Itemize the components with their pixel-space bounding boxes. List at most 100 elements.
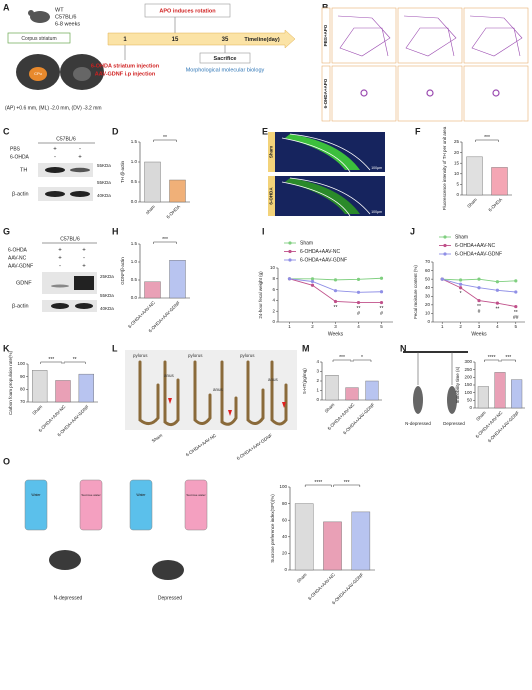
significance: **	[73, 357, 77, 363]
mouse	[413, 386, 423, 414]
y-tick-label: 20	[425, 302, 431, 307]
y-tick-label: 2	[316, 378, 319, 383]
significance-bracket	[40, 361, 63, 364]
panel-letter: G	[3, 226, 10, 236]
label: WT	[55, 7, 64, 13]
label: -	[79, 147, 81, 153]
y-tick-label: 60	[425, 268, 431, 273]
x-tick-label: 1	[441, 324, 444, 329]
mouse-head	[28, 10, 34, 16]
arrow	[168, 398, 172, 404]
bottle	[129, 479, 153, 531]
label: 55KDa	[97, 180, 111, 185]
point	[440, 277, 444, 281]
x-tick-label: 2	[459, 324, 462, 329]
label: anus	[213, 387, 224, 392]
legend-marker	[288, 249, 292, 254]
row-tag	[268, 132, 275, 172]
point	[495, 280, 499, 284]
y-tick-label: 30	[425, 293, 431, 298]
track	[469, 15, 523, 57]
x-tick-label: 6-OHDA	[165, 204, 181, 220]
outline	[281, 133, 371, 173]
point	[514, 290, 518, 294]
label: AAV-GDNF	[8, 263, 33, 269]
point	[379, 290, 384, 294]
y-tick-label: 300	[464, 359, 472, 364]
label: -	[54, 155, 56, 161]
label: +	[78, 155, 82, 161]
label: Depressed	[443, 421, 465, 426]
significance: **	[334, 305, 338, 311]
x-axis-label: Weeks	[328, 331, 344, 337]
label: +	[53, 147, 57, 153]
y-tick-label: 70	[20, 399, 26, 404]
x-tick-label: Sham	[475, 410, 487, 422]
significance: **	[380, 306, 384, 312]
y-tick-label: 3	[316, 369, 319, 374]
legend-marker	[288, 241, 292, 245]
colon	[246, 360, 265, 425]
label: 15	[172, 37, 179, 43]
point	[333, 289, 338, 293]
panel-letter: F	[415, 126, 421, 136]
significance: #	[357, 311, 360, 317]
x-tick-label: Sham	[31, 404, 43, 416]
label: 55KDa	[100, 293, 114, 298]
point	[333, 299, 338, 304]
point	[333, 278, 338, 282]
y-tick-label: 0.5	[131, 179, 138, 184]
bottle	[184, 479, 208, 531]
y-tick-label: 1.0	[131, 159, 138, 164]
label: C57BL/6	[60, 236, 80, 242]
panel-letter: I	[262, 226, 265, 236]
legend-label: Sham	[455, 234, 468, 240]
point	[356, 290, 361, 294]
significance-bracket	[153, 241, 177, 244]
mouse	[447, 386, 457, 414]
y-tick-label: 15	[454, 160, 460, 165]
significance-bracket	[500, 359, 516, 362]
bar	[144, 281, 161, 299]
label: 6-OHDA	[8, 247, 28, 253]
significance: **	[357, 306, 361, 312]
label: 35	[222, 37, 229, 43]
y-tick-label: 20	[454, 150, 460, 155]
track-cell	[463, 7, 529, 64]
label: N-depressed	[405, 421, 431, 426]
label: 40KDa	[100, 306, 114, 311]
label: -	[59, 264, 61, 270]
label: Timeline(day)	[244, 37, 280, 43]
arrow	[282, 402, 286, 408]
blot-band	[51, 284, 69, 288]
track	[492, 89, 500, 97]
label: Sham	[269, 146, 274, 158]
point	[310, 279, 315, 284]
x-tick-label: 5	[515, 324, 518, 329]
significance: **	[514, 310, 518, 316]
y-tick-label: 0	[456, 192, 459, 197]
y-tick-label: 4	[316, 359, 319, 364]
significance: *	[460, 291, 462, 297]
bar	[466, 156, 483, 196]
y-axis-label: Sucrose preference index(SPI)(%)	[270, 494, 275, 563]
x-tick-label: 6-OHDA+AAV-GDNF	[487, 410, 521, 444]
cpu-region-right	[73, 67, 91, 81]
y-tick-label: 100	[279, 484, 287, 489]
significance: **	[477, 304, 481, 310]
colon	[270, 360, 288, 426]
label: C57BL/6	[55, 14, 76, 20]
significance-bracket	[63, 361, 86, 364]
label: 6-OHDA+AAV-GDNF	[236, 433, 274, 462]
blot-band	[75, 303, 93, 309]
legend-label: 6-OHDA+AAV-NC	[300, 249, 340, 255]
label: 40KDa	[97, 193, 111, 198]
significance-bracket	[304, 484, 332, 487]
label: +	[82, 264, 86, 270]
y-tick-label: 5	[456, 182, 459, 187]
track	[337, 15, 391, 57]
x-tick-label: 3	[478, 324, 481, 329]
bar	[365, 380, 379, 401]
track	[360, 89, 368, 97]
